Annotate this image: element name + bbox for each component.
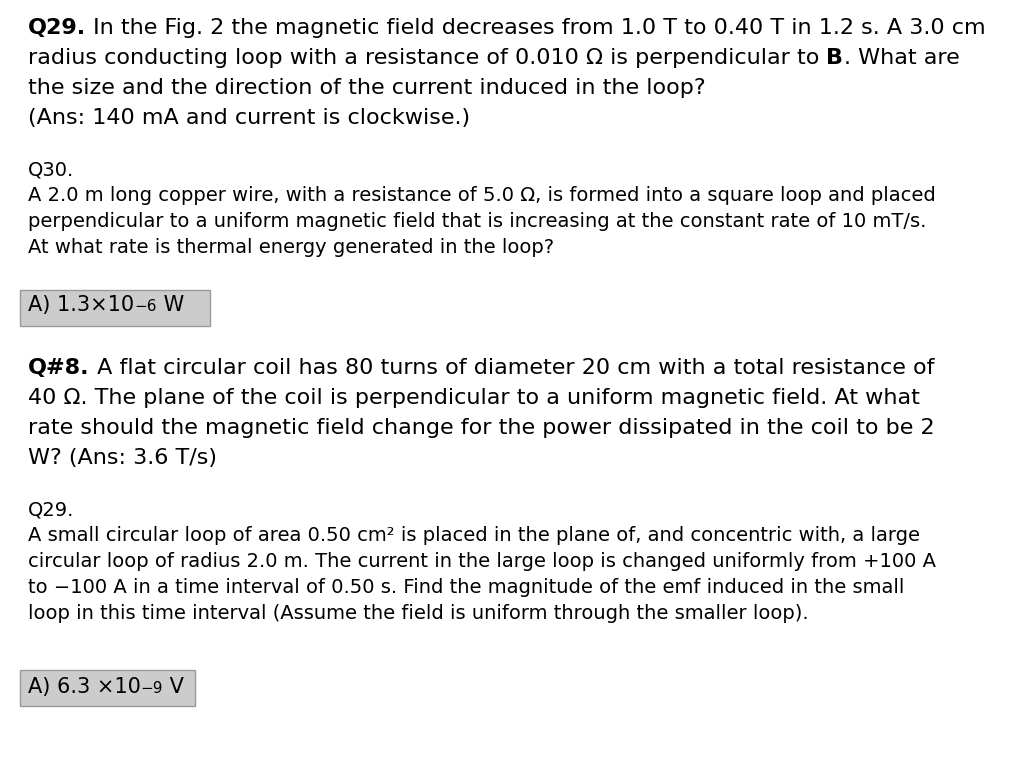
Text: A) 6.3 ×10: A) 6.3 ×10 <box>28 677 141 697</box>
Bar <box>20 290 210 326</box>
Text: A small circular loop of area 0.50 cm² is placed in the plane of, and concentric: A small circular loop of area 0.50 cm² i… <box>28 526 920 545</box>
Text: Q30.: Q30. <box>28 160 75 179</box>
Text: −9: −9 <box>141 681 164 696</box>
Text: A 2.0 m long copper wire, with a resistance of 5.0 Ω, is formed into a square lo: A 2.0 m long copper wire, with a resista… <box>28 186 936 205</box>
Text: perpendicular to a uniform magnetic field that is increasing at the constant rat: perpendicular to a uniform magnetic fiel… <box>28 212 927 231</box>
Text: (Ans: 140 mA and current is clockwise.): (Ans: 140 mA and current is clockwise.) <box>28 108 470 128</box>
Text: 40 Ω. The plane of the coil is perpendicular to a uniform magnetic field. At wha: 40 Ω. The plane of the coil is perpendic… <box>28 388 920 408</box>
Text: to −100 A in a time interval of 0.50 s. Find the magnitude of the emf induced in: to −100 A in a time interval of 0.50 s. … <box>28 578 904 597</box>
Text: A) 1.3×10: A) 1.3×10 <box>28 295 134 315</box>
Text: W: W <box>157 295 184 315</box>
Text: −6: −6 <box>134 299 157 314</box>
Text: V: V <box>164 677 184 697</box>
Text: loop in this time interval (Assume the field is uniform through the smaller loop: loop in this time interval (Assume the f… <box>28 604 809 623</box>
Text: W? (Ans: 3.6 T/s): W? (Ans: 3.6 T/s) <box>28 448 217 468</box>
Text: . What are: . What are <box>844 48 959 68</box>
Text: Q#8.: Q#8. <box>28 358 89 378</box>
Text: the size and the direction of the current induced in the loop?: the size and the direction of the curren… <box>28 78 706 98</box>
Text: rate should the magnetic field change for the power dissipated in the coil to be: rate should the magnetic field change fo… <box>28 418 935 438</box>
Text: Q29.: Q29. <box>28 18 86 38</box>
Text: Q29.: Q29. <box>28 500 75 519</box>
Text: B: B <box>826 48 844 68</box>
Bar <box>20 670 195 706</box>
Text: In the Fig. 2 the magnetic field decreases from 1.0 T to 0.40 T in 1.2 s. A 3.0 : In the Fig. 2 the magnetic field decreas… <box>86 18 986 38</box>
Text: A flat circular coil has 80 turns of diameter 20 cm with a total resistance of: A flat circular coil has 80 turns of dia… <box>89 358 934 378</box>
Text: At what rate is thermal energy generated in the loop?: At what rate is thermal energy generated… <box>28 238 554 257</box>
Text: circular loop of radius 2.0 m. The current in the large loop is changed uniforml: circular loop of radius 2.0 m. The curre… <box>28 552 936 571</box>
Text: radius conducting loop with a resistance of 0.010 Ω is perpendicular to: radius conducting loop with a resistance… <box>28 48 826 68</box>
